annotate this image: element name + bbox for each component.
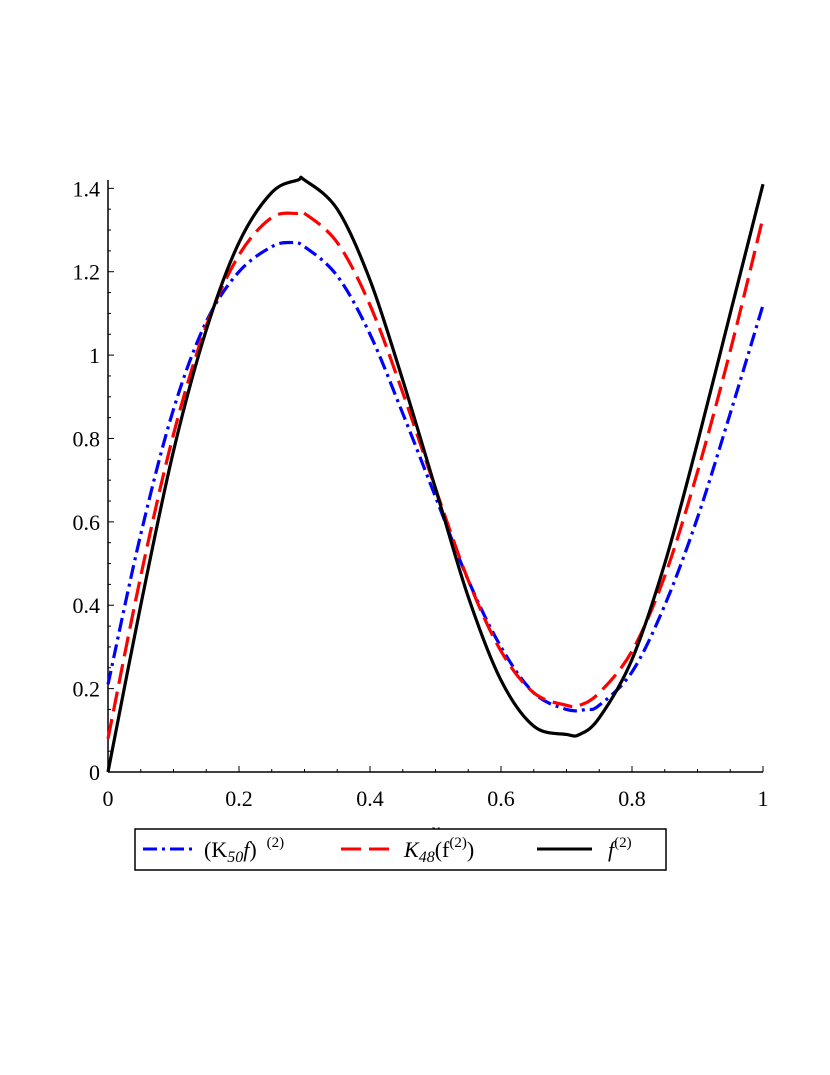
y-tick-label: 0.8 — [73, 426, 101, 451]
x-tick-label: 0.2 — [225, 786, 253, 811]
legend-label-series-1: (K50f) (2) — [204, 835, 284, 866]
series-layer — [106, 175, 765, 773]
x-tick-label: 1 — [758, 786, 769, 811]
series-line-1 — [106, 240, 765, 713]
y-tick-label: 0.4 — [73, 593, 101, 618]
y-tick-label: 0.6 — [73, 510, 101, 535]
legend: (K50f) (2) K48(f(2)) f(2) — [134, 828, 667, 871]
series-line-3 — [106, 175, 765, 773]
y-tick-label: 0 — [89, 760, 100, 785]
x-tick-label: 0.8 — [618, 786, 646, 811]
y-tick-label: 1.2 — [73, 260, 101, 285]
y-tick-label: 1 — [89, 343, 100, 368]
x-tick-label: 0.6 — [487, 786, 515, 811]
tick-labels: 0 0.2 0.4 0.6 0.8 1 0 0.2 0.4 0.6 0.8 1 1.2 1.4 — [73, 176, 769, 811]
y-tick-label: 1.4 — [73, 176, 101, 201]
x-tick-label: 0 — [103, 786, 114, 811]
axes — [107, 180, 764, 773]
x-tick-label: 0.4 — [356, 786, 384, 811]
y-tick-label: 0.2 — [73, 677, 101, 702]
legend-label-series-3: f(2) — [608, 835, 632, 862]
series-line-2 — [106, 209, 765, 739]
legend-label-series-2: K48(f(2)) — [403, 835, 474, 866]
